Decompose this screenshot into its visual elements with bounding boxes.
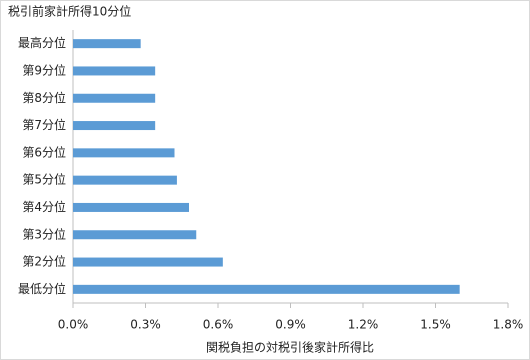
y-tick-label: 第9分位 bbox=[22, 62, 66, 77]
x-tick-label: 0.3% bbox=[130, 318, 161, 332]
chart-title: 税引前家計所得10分位 bbox=[8, 4, 131, 19]
bar bbox=[73, 39, 141, 49]
bar bbox=[73, 202, 189, 212]
y-tick-label: 第2分位 bbox=[22, 254, 66, 269]
bar bbox=[73, 121, 156, 131]
bar bbox=[73, 284, 460, 294]
x-tick-label: 0.6% bbox=[203, 318, 234, 332]
x-axis-label: 関税負担の対税引後家計所得比 bbox=[206, 340, 374, 355]
y-tick-label: 第6分位 bbox=[22, 144, 66, 159]
y-tick-label: 最低分位 bbox=[18, 281, 66, 296]
bar bbox=[73, 230, 197, 240]
bar bbox=[73, 148, 175, 158]
y-tick-label: 第8分位 bbox=[22, 90, 66, 105]
y-tick-label: 第7分位 bbox=[22, 117, 66, 132]
y-tick-label: 最高分位 bbox=[18, 35, 66, 50]
x-tick-label: 1.2% bbox=[348, 318, 379, 332]
y-tick-label: 第5分位 bbox=[22, 172, 66, 187]
bar bbox=[73, 93, 156, 103]
bar bbox=[73, 175, 177, 185]
y-tick-label: 第3分位 bbox=[22, 226, 66, 241]
x-tick-label: 0.0% bbox=[58, 318, 89, 332]
y-tick-label: 第4分位 bbox=[22, 199, 66, 214]
x-tick-label: 0.9% bbox=[275, 318, 306, 332]
x-tick-label: 1.5% bbox=[420, 318, 451, 332]
x-tick-label: 1.8% bbox=[493, 318, 524, 332]
bar bbox=[73, 257, 223, 267]
bar bbox=[73, 66, 156, 76]
